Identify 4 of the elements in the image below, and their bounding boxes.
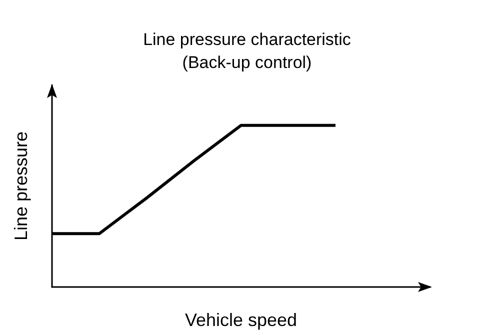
chart-title: Line pressure characteristic bbox=[143, 30, 352, 49]
x-axis-title: Vehicle speed bbox=[184, 310, 298, 330]
chart-subtitle: (Back-up control) bbox=[182, 53, 312, 72]
y-axis-title: Line pressure bbox=[11, 131, 31, 241]
